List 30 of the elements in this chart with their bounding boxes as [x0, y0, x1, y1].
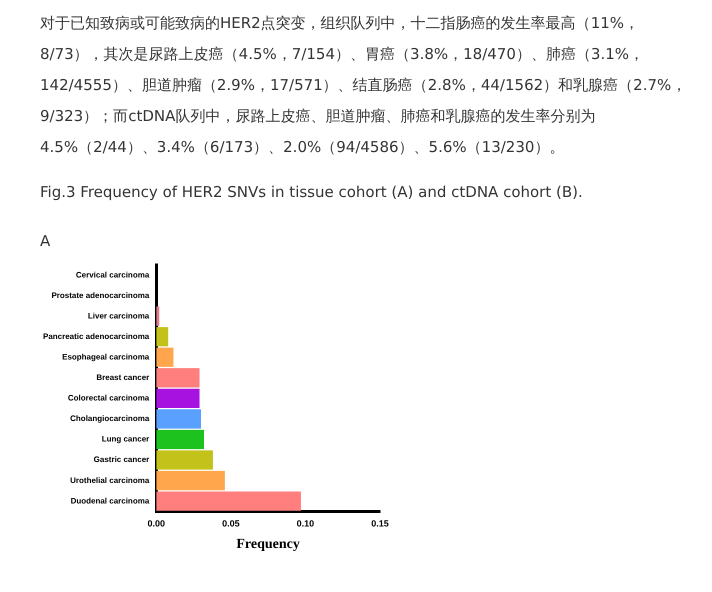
text: 对于已知致病或可能致病的HER2点突变，组织队列中，十二指肠癌的发生率最高（11%，8/73），其次是尿路上皮癌（4.5%，7/154）、胃癌（3.8%，18/470）、肺癌（3.1%，142/4555）、胆道肿瘤（2.9%，17/571）、结直肠癌（2.8%，44/1562）和乳腺癌（2.7%，9/323）；而ctDNA队列中，尿路上皮癌、胆道肿瘤、肺癌和乳腺癌的发生率分别为4.5%（2/44）、3.4%（6/173）、2.0%（94/4586）、5.6%（13/230）。: [40, 13, 688, 158]
y-tick-label: Cervical carcinoma: [76, 270, 150, 280]
bar: [156, 368, 200, 388]
bar: [156, 348, 174, 367]
y-tick-label: Pancreatic adenocarcinoma: [42, 332, 150, 341]
bar: [156, 430, 204, 450]
y-tick-label: Cholangiocarcinoma: [70, 414, 150, 424]
y-tick-label: Colorectal carcinoma: [68, 394, 150, 403]
y-tick-label: Breast cancer: [96, 373, 150, 382]
y-tick-label: Gastric cancer: [94, 455, 150, 464]
x-axis-title: Frequency: [236, 537, 300, 552]
x-tick-label: 0.15: [371, 518, 389, 528]
bar: [156, 388, 200, 408]
chart-title: Fig.3 Frequency of HER2 SNVs in tissue cohort (A) and ctDNA cohort (B).: [40, 182, 584, 203]
y-tick-label: Prostate adenocarcinoma: [51, 290, 150, 300]
y-tick-label: Lung cancer: [102, 434, 150, 444]
text: A: [40, 231, 52, 252]
bar: [156, 470, 225, 490]
y-tick-label: Esophageal carcinoma: [62, 352, 150, 362]
bar: [156, 306, 160, 326]
bar: [156, 491, 301, 511]
bar: [156, 409, 202, 429]
bar: [156, 327, 168, 346]
x-tick-label: 0.00: [148, 518, 166, 528]
x-tick-label: 0.10: [296, 518, 314, 528]
x-tick-label: 0.05: [222, 518, 240, 528]
y-tick-label: Duodenal carcinoma: [70, 496, 150, 506]
y-tick-label: Urothelial carcinoma: [70, 476, 150, 485]
y-tick-label: Liver carcinoma: [88, 311, 150, 320]
bar: [156, 450, 213, 470]
